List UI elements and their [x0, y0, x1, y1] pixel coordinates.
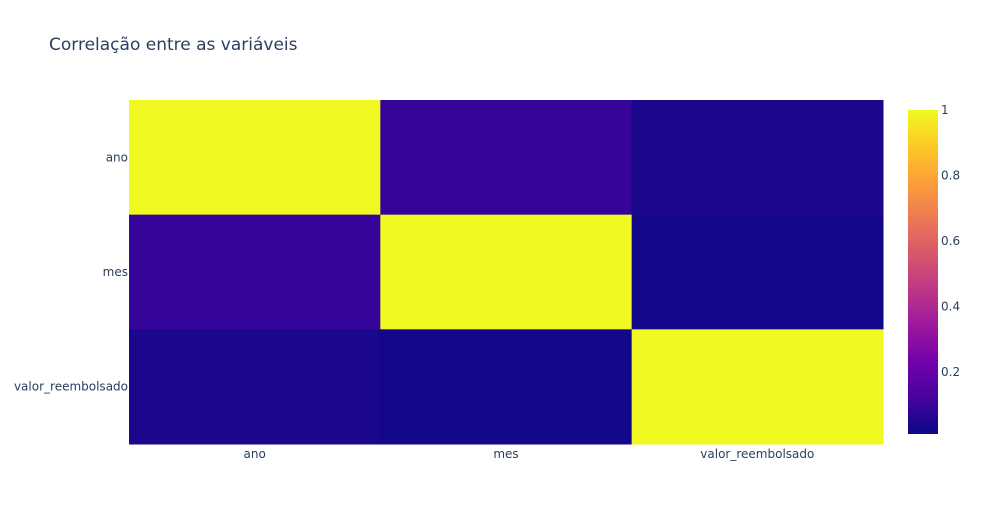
y-tick-label: ano	[106, 150, 128, 164]
x-tick-label: valor_reembolsado	[700, 447, 814, 461]
heatmap-cell	[631, 329, 884, 445]
y-tick-label: valor_reembolsado	[14, 380, 128, 394]
x-axis-ticks: ano mes valor_reembolsado	[244, 447, 815, 461]
colorbar-ticks: 0.2 0.4 0.6 0.8 1	[941, 103, 960, 379]
chart-title: Correlação entre as variáveis	[49, 35, 298, 55]
heatmap-cell	[129, 100, 381, 216]
heatmap-cell	[380, 100, 633, 216]
heatmap-cell	[380, 214, 633, 330]
colorbar-tick-label: 0.4	[941, 299, 960, 313]
colorbar-tick-label: 0.2	[941, 365, 960, 379]
heatmap-cell	[129, 214, 381, 330]
y-tick-label: mes	[103, 265, 128, 279]
heatmap-cell	[129, 329, 381, 445]
heatmap-cells	[129, 100, 884, 445]
y-axis-ticks: ano mes valor_reembolsado	[14, 150, 128, 393]
colorbar	[908, 110, 938, 434]
x-tick-label: mes	[493, 447, 518, 461]
heatmap-cell	[631, 214, 884, 330]
colorbar-tick-label: 1	[941, 103, 949, 117]
colorbar-tick-label: 0.8	[941, 168, 960, 182]
heatmap-cell	[631, 100, 884, 216]
x-tick-label: ano	[244, 447, 266, 461]
colorbar-tick-label: 0.6	[941, 234, 960, 248]
heatmap-cell	[380, 329, 633, 445]
